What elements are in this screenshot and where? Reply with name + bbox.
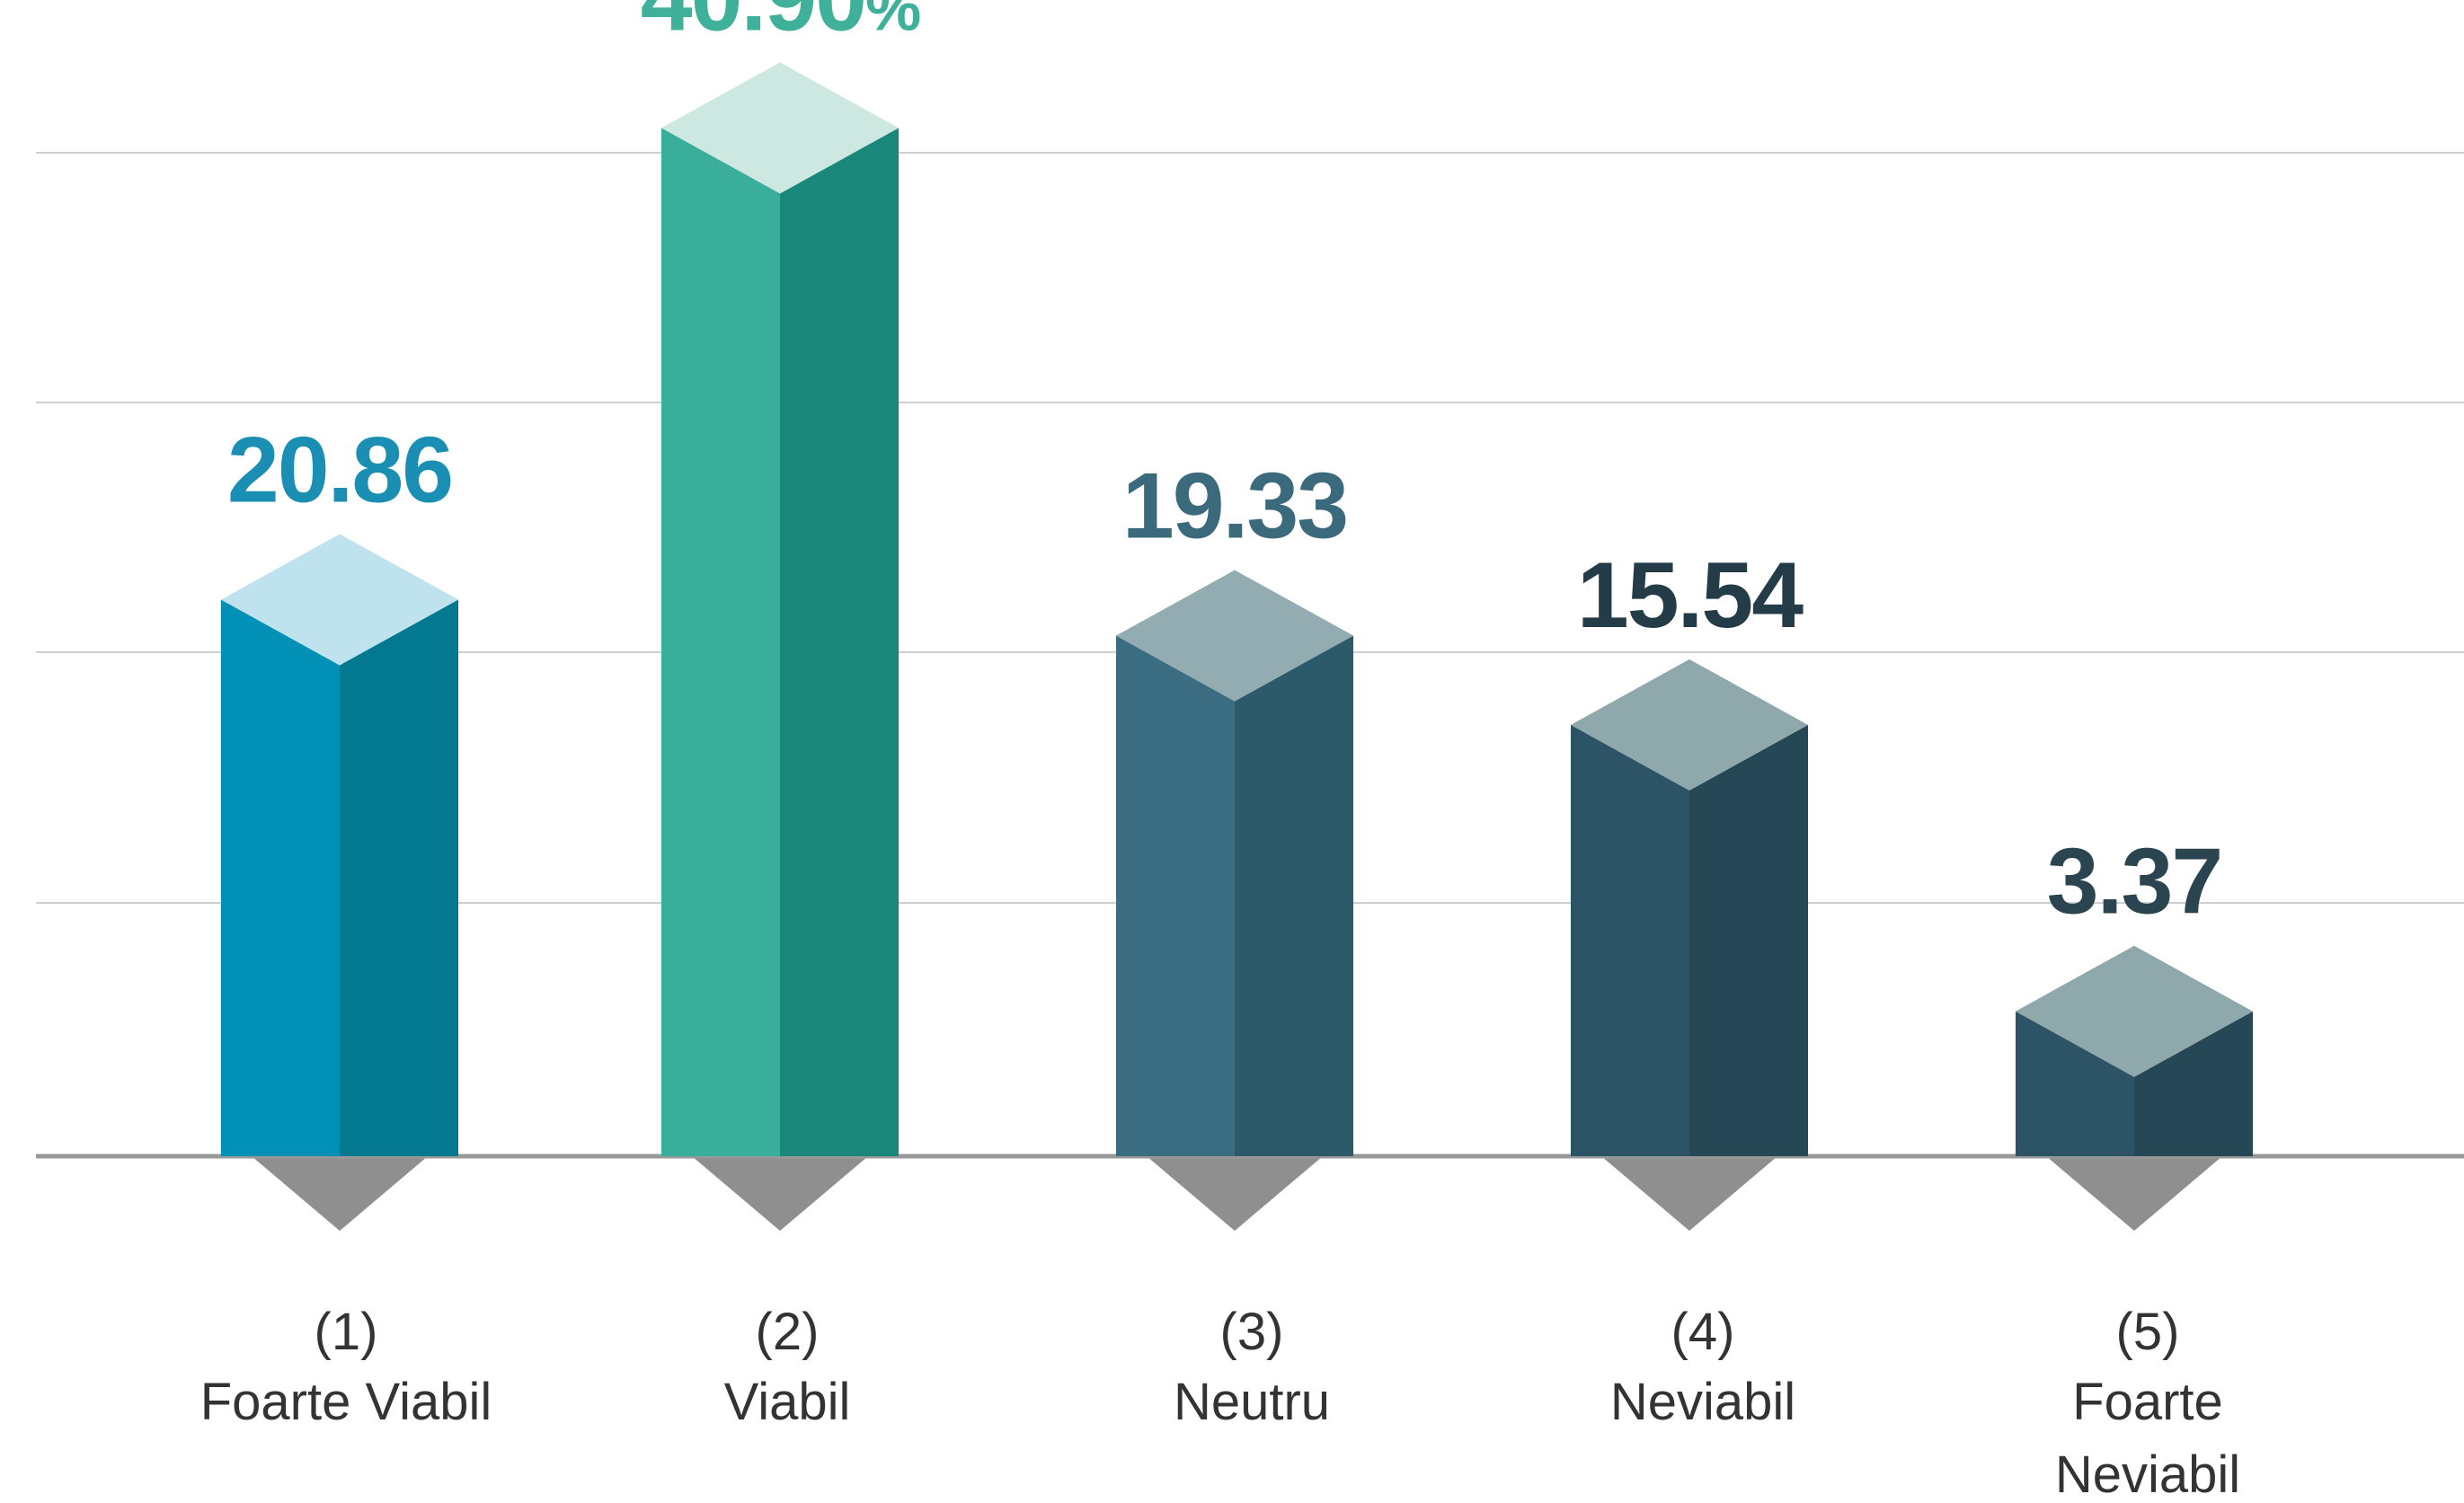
bar-3 bbox=[1116, 570, 1353, 1156]
category-label-5-line-1: Foarte bbox=[2072, 1373, 2223, 1431]
value-label-2: 40.90% bbox=[641, 0, 920, 50]
category-code-3: (3) bbox=[1220, 1303, 1284, 1361]
category-code-1: (1) bbox=[315, 1303, 378, 1361]
bar-2-top-face bbox=[661, 62, 899, 194]
category-code-4: (4) bbox=[1671, 1303, 1735, 1361]
category-code-2: (2) bbox=[756, 1303, 820, 1361]
bar-layer bbox=[221, 62, 2253, 1156]
category-label-4: Neviabil bbox=[1610, 1373, 1795, 1431]
bar-2 bbox=[661, 62, 899, 1156]
bar-5-shadow bbox=[2046, 1156, 2222, 1231]
bar-4 bbox=[1571, 659, 1808, 1156]
category-label-1: Foarte Viabil bbox=[200, 1373, 492, 1431]
bar-3-shadow bbox=[1147, 1156, 1323, 1231]
category-label-3: Neutru bbox=[1174, 1373, 1330, 1431]
bar-1-front-face bbox=[221, 599, 340, 1156]
category-layer: (1) Foarte Viabil (2) Viabil (3) Neutru (4) Nev… bbox=[200, 1303, 2240, 1503]
value-label-4: 15.54 bbox=[1577, 544, 1804, 648]
bar-1 bbox=[221, 534, 458, 1156]
value-label-1-number: 20.86 bbox=[227, 418, 452, 522]
bar-4-front-face bbox=[1571, 724, 1689, 1156]
bar-1-top-face bbox=[221, 534, 458, 666]
category-label-5-line-2: Neviabil bbox=[2055, 1446, 2240, 1499]
bar-4-shadow bbox=[1601, 1156, 1777, 1231]
value-label-3-number: 19.33 bbox=[1122, 455, 1347, 559]
bar-5-top-face bbox=[2016, 945, 2253, 1077]
bar-5 bbox=[2016, 945, 2253, 1156]
value-label-5-number: 3.37 bbox=[2047, 830, 2221, 934]
value-label-4-number: 15.54 bbox=[1577, 544, 1804, 648]
bar-2-shadow bbox=[692, 1156, 868, 1231]
bar-1-side-face bbox=[340, 599, 458, 1156]
bar-5-side-face bbox=[2134, 1011, 2253, 1156]
value-label-2-unit: % bbox=[865, 0, 920, 43]
bar-3-top-face bbox=[1116, 570, 1353, 702]
bar-3-side-face bbox=[1235, 635, 1353, 1156]
bar-4-side-face bbox=[1689, 724, 1808, 1156]
shadow-layer bbox=[252, 1156, 2222, 1231]
category-label-2: Viabil bbox=[724, 1373, 851, 1431]
value-label-5: 3.37 bbox=[2047, 830, 2221, 934]
value-label-2-number: 40.90 bbox=[641, 0, 865, 50]
bar-3-front-face bbox=[1116, 635, 1235, 1156]
bar-2-front-face bbox=[661, 128, 780, 1156]
bar-1-shadow bbox=[252, 1156, 428, 1231]
category-code-5: (5) bbox=[2116, 1303, 2180, 1361]
value-label-1: 20.86 bbox=[227, 418, 452, 522]
bar-4-top-face bbox=[1571, 659, 1808, 791]
bar-5-front-face bbox=[2016, 1011, 2134, 1156]
label-layer: 20.86 40.90% 19.33 15.54 3.37 bbox=[227, 0, 2223, 934]
bar-2-side-face bbox=[780, 128, 899, 1156]
value-label-3: 19.33 bbox=[1122, 455, 1347, 559]
